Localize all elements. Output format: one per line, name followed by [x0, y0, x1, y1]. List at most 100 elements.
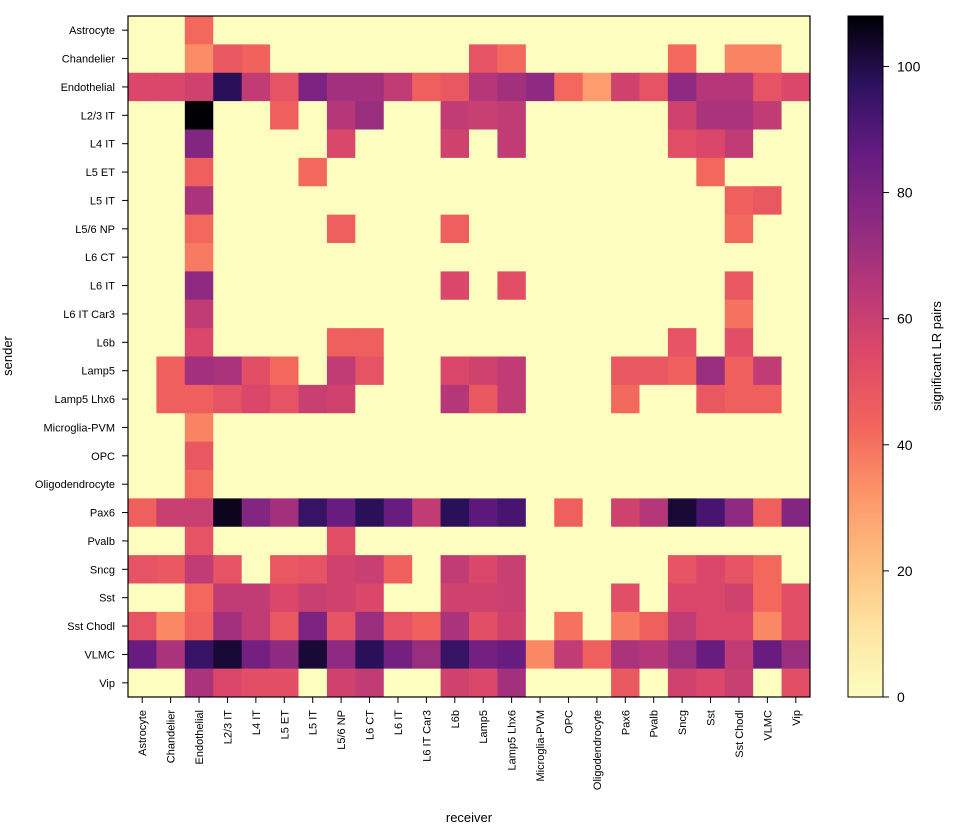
heatmap-cell [184, 44, 214, 74]
y-tick-label: Endothelial [61, 82, 115, 94]
heatmap-cell [440, 299, 470, 329]
heatmap-cell [184, 441, 214, 471]
heatmap-cell [582, 640, 612, 670]
heatmap-cell [412, 299, 441, 329]
heatmap-cell [213, 186, 243, 216]
heatmap-cell [270, 498, 299, 528]
heatmap-cell [696, 611, 726, 641]
heatmap-cell [241, 526, 271, 556]
heatmap-cell [270, 555, 299, 584]
heatmap-cell [639, 640, 669, 670]
heatmap-cell [326, 583, 356, 613]
heatmap-cell [156, 44, 186, 74]
x-tick-label: L6b [450, 710, 462, 728]
heatmap-cell [241, 498, 271, 528]
x-tick-label: Sncg [677, 710, 689, 735]
heatmap-cell [412, 668, 441, 698]
heatmap-cell [554, 470, 584, 499]
heatmap-cell [611, 271, 640, 301]
heatmap-cell [326, 129, 356, 159]
heatmap-cell [383, 640, 413, 670]
heatmap-cell [184, 328, 214, 357]
heatmap-cell [355, 441, 385, 471]
heatmap-cell [440, 441, 470, 471]
heatmap-cell [781, 214, 811, 244]
heatmap-cell [270, 299, 299, 329]
heatmap-cell [184, 583, 214, 613]
heatmap-cell [497, 271, 527, 301]
heatmap-cell [355, 413, 385, 443]
heatmap-cell [469, 441, 498, 471]
heatmap-cell [298, 384, 328, 414]
heatmap-cell [525, 668, 555, 698]
heatmap-cell [525, 101, 555, 130]
heatmap-cell [128, 640, 157, 670]
heatmap-cell [667, 526, 697, 556]
heatmap-cell [753, 271, 782, 301]
heatmap-cell [270, 413, 299, 443]
heatmap-cell [440, 243, 470, 272]
heatmap-cell [696, 157, 726, 187]
heatmap-cell [298, 271, 328, 301]
x-tick-label: VLMC [762, 710, 774, 741]
heatmap-cell [696, 583, 726, 613]
heatmap-cell [383, 328, 413, 357]
heatmap-cell [611, 640, 640, 670]
heatmap-cell [213, 470, 243, 499]
heatmap-cell [241, 157, 271, 187]
heatmap-cell [270, 668, 299, 698]
y-axis-ticks: Astrocyte Chandelier Endothelial L2/3 IT L4 … [35, 25, 128, 690]
heatmap-cell [724, 328, 754, 357]
heatmap-cell [554, 271, 584, 301]
y-tick-label: L4 IT [90, 139, 115, 151]
heatmap-cell [781, 384, 811, 414]
heatmap-cell [753, 101, 782, 130]
heatmap-cell [554, 526, 584, 556]
heatmap-cell [497, 243, 527, 272]
heatmap-cell [639, 16, 669, 45]
heatmap-cell [639, 555, 669, 584]
heatmap-cell [440, 555, 470, 584]
heatmap-cell [184, 384, 214, 414]
colorbar-tick-label: 100 [897, 58, 921, 74]
heatmap-cell [469, 328, 498, 357]
heatmap-cell [724, 214, 754, 244]
heatmap-cell [696, 526, 726, 556]
heatmap-cell [213, 101, 243, 130]
heatmap-cell [582, 668, 612, 698]
heatmap-cell [213, 356, 243, 386]
heatmap-cell [667, 413, 697, 443]
heatmap-cell [440, 640, 470, 670]
heatmap-cell [639, 413, 669, 443]
heatmap-cell [156, 640, 186, 670]
heatmap-cell [525, 413, 555, 443]
x-tick-label: Vip [791, 710, 803, 726]
heatmap-cell [440, 157, 470, 187]
heatmap-cell [326, 72, 356, 102]
heatmap-cell [355, 72, 385, 102]
heatmap-cell [554, 413, 584, 443]
heatmap-cell [156, 470, 186, 499]
heatmap-cell [184, 526, 214, 556]
heatmap-cell [469, 186, 498, 216]
heatmap-cell [412, 44, 441, 74]
heatmap-cell [241, 271, 271, 301]
heatmap-cell [497, 16, 527, 45]
heatmap-cell [497, 157, 527, 187]
heatmap-cell [298, 328, 328, 357]
heatmap-cell [298, 640, 328, 670]
heatmap-cell [469, 498, 498, 528]
y-tick-label: Astrocyte [69, 25, 115, 37]
y-tick-label: Vip [99, 678, 115, 690]
heatmap-cell [128, 328, 157, 357]
heatmap-cell [412, 243, 441, 272]
heatmap-cell [156, 384, 186, 414]
heatmap-cell [213, 243, 243, 272]
heatmap-cell [497, 441, 527, 471]
heatmap-cell [469, 526, 498, 556]
heatmap-cell [497, 526, 527, 556]
heatmap-cell [639, 299, 669, 329]
heatmap-cell [753, 44, 782, 74]
heatmap-cell [781, 16, 811, 45]
heatmap-cell [355, 328, 385, 357]
